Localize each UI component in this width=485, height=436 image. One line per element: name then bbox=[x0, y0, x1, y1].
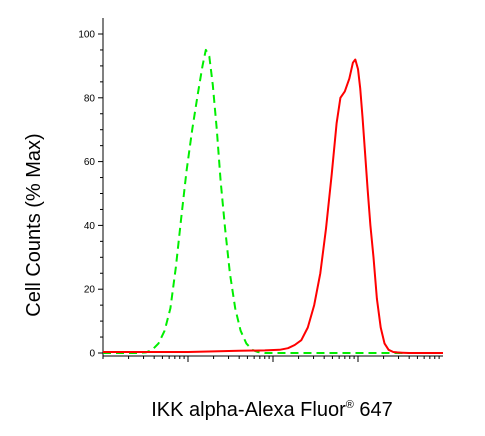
y-tick-label: 20 bbox=[84, 285, 96, 296]
y-axis-ticks: 0 20 40 60 80 100 bbox=[78, 30, 103, 360]
y-axis-title: Cell Counts (% Max) bbox=[23, 133, 45, 316]
x-axis-title-main: IKK alpha-Alexa Fluor bbox=[151, 399, 346, 421]
series-layer bbox=[103, 48, 443, 354]
x-axis-title-registered-mark: ® bbox=[346, 399, 354, 411]
series-sample-solid-line bbox=[103, 58, 443, 354]
y-tick-label: 0 bbox=[89, 349, 95, 360]
series-control-dashed-line bbox=[103, 48, 443, 354]
y-tick-label: 100 bbox=[78, 30, 95, 41]
x-axis-ticks bbox=[102, 356, 440, 362]
y-tick-label: 80 bbox=[84, 93, 96, 104]
x-axis-title-tail: 647 bbox=[354, 399, 393, 421]
y-tick-label: 60 bbox=[84, 157, 96, 168]
plot-frame bbox=[102, 18, 443, 357]
x-axis-title: IKK alpha-Alexa Fluor® 647 bbox=[151, 399, 393, 421]
y-tick-label: 40 bbox=[84, 221, 96, 232]
